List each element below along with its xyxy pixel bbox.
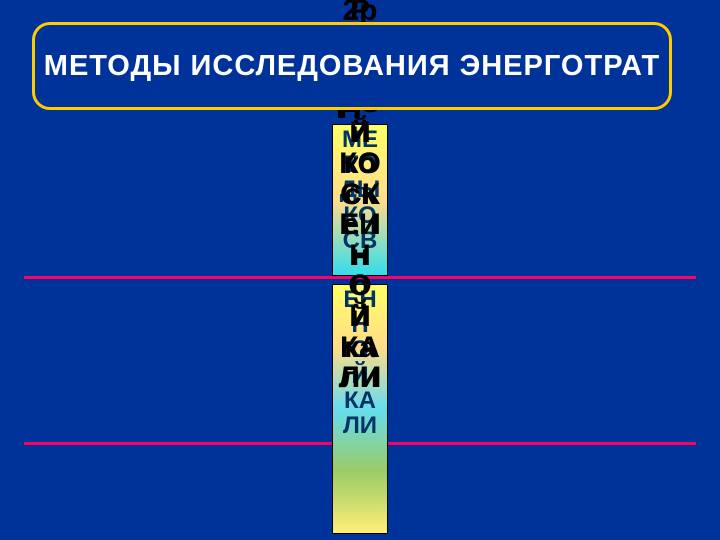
slide-canvas: МЕ ТО ДЫ КО СВ ЕН Н О Й КА ЛИ 2р Ма то д… [0,0,720,540]
title-box: МЕТОДЫ ИССЛЕДОВАНИЯ ЭНЕРГОТРАТ [32,22,672,110]
title-text: МЕТОДЫ ИССЛЕДОВАНИЯ ЭНЕРГОТРАТ [44,48,660,84]
